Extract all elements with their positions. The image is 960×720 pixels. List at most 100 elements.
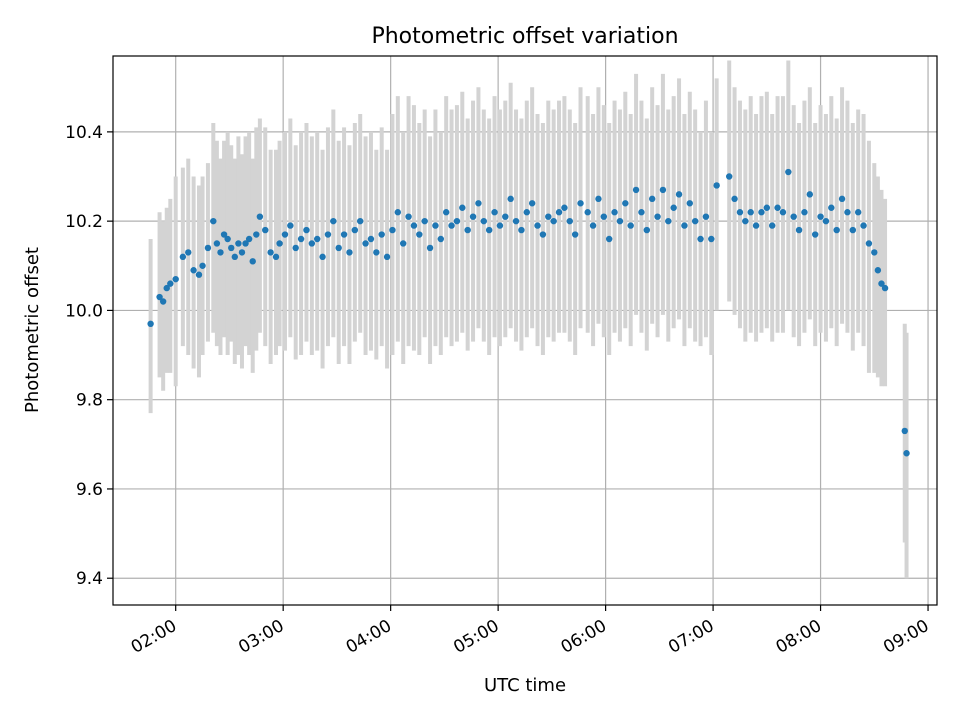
data-point [496, 222, 504, 229]
data-point [262, 226, 269, 234]
data-point [373, 249, 380, 256]
plot-frame [112, 55, 938, 606]
data-point [324, 231, 332, 238]
data-point [611, 209, 618, 216]
data-point [231, 253, 239, 261]
data-point [523, 209, 530, 216]
data-point [475, 200, 482, 207]
data-point [752, 222, 760, 229]
data-point [224, 235, 231, 243]
data-point [253, 231, 260, 238]
data-point [464, 226, 471, 234]
data-point [485, 226, 493, 234]
data-point [190, 267, 197, 274]
data-point [763, 204, 771, 211]
data-point [702, 213, 710, 220]
data-point [589, 222, 597, 229]
data-point [726, 173, 733, 180]
data-point [528, 200, 536, 207]
data-point [901, 427, 908, 435]
data-point [267, 249, 274, 256]
data-point [795, 226, 803, 234]
data-point [346, 249, 353, 256]
data-point [217, 249, 224, 256]
data-point [448, 222, 455, 229]
data-point [416, 231, 423, 238]
data-point [681, 222, 688, 229]
data-point [844, 209, 851, 216]
data-point [675, 191, 683, 198]
data-point [410, 222, 418, 229]
data-point [228, 244, 235, 252]
data-point [670, 204, 677, 211]
data-points [147, 168, 910, 457]
data-point [220, 231, 228, 238]
data-point [281, 231, 289, 238]
data-point [865, 240, 873, 247]
data-point [389, 226, 396, 234]
data-point [828, 204, 835, 211]
data-point [686, 200, 693, 207]
data-point [817, 213, 824, 220]
data-point [195, 271, 203, 278]
data-point [774, 204, 781, 211]
data-point [256, 213, 264, 220]
data-point [697, 235, 704, 243]
data-point [881, 284, 889, 292]
data-point [871, 249, 878, 256]
data-point [249, 258, 256, 265]
data-point [555, 209, 563, 216]
data-point [571, 231, 579, 238]
data-point [367, 235, 375, 243]
data-point [491, 209, 498, 216]
data-point [838, 195, 846, 203]
data-point [512, 217, 520, 225]
data-point [480, 217, 487, 225]
data-point [421, 217, 428, 225]
data-point [713, 182, 720, 189]
data-point [648, 195, 656, 203]
data-point [210, 217, 217, 225]
y-tick-label: 9.6 [76, 480, 103, 500]
data-point [330, 217, 337, 225]
data-point [437, 235, 445, 243]
data-point [584, 209, 591, 216]
data-point [849, 226, 857, 234]
data-point [561, 204, 568, 211]
data-point [545, 213, 552, 220]
data-point [665, 217, 672, 225]
data-point [156, 293, 163, 301]
data-point [769, 222, 776, 229]
data-point [292, 244, 299, 252]
data-point [534, 222, 541, 229]
data-point [303, 226, 310, 234]
data-point [708, 235, 715, 243]
data-point [566, 217, 573, 225]
data-point [276, 240, 283, 247]
y-tick-label: 10.2 [65, 212, 103, 232]
data-point [179, 253, 187, 261]
data-point [469, 213, 477, 220]
data-point [163, 284, 170, 292]
data-point [432, 222, 439, 229]
y-tick-label: 10.4 [65, 123, 103, 143]
data-point [213, 240, 221, 247]
data-point [622, 200, 629, 207]
data-point [616, 217, 624, 225]
data-point [654, 213, 661, 220]
data-point [172, 275, 179, 283]
data-point [691, 217, 699, 225]
data-point [297, 235, 305, 243]
data-point [822, 217, 830, 225]
data-point [779, 209, 787, 216]
data-point [854, 209, 862, 216]
data-point [860, 222, 867, 229]
data-point [638, 209, 645, 216]
data-point [272, 253, 280, 261]
data-point [394, 209, 402, 216]
data-point [811, 231, 819, 238]
data-point [308, 240, 316, 247]
data-point [185, 249, 192, 256]
data-point [878, 280, 885, 287]
